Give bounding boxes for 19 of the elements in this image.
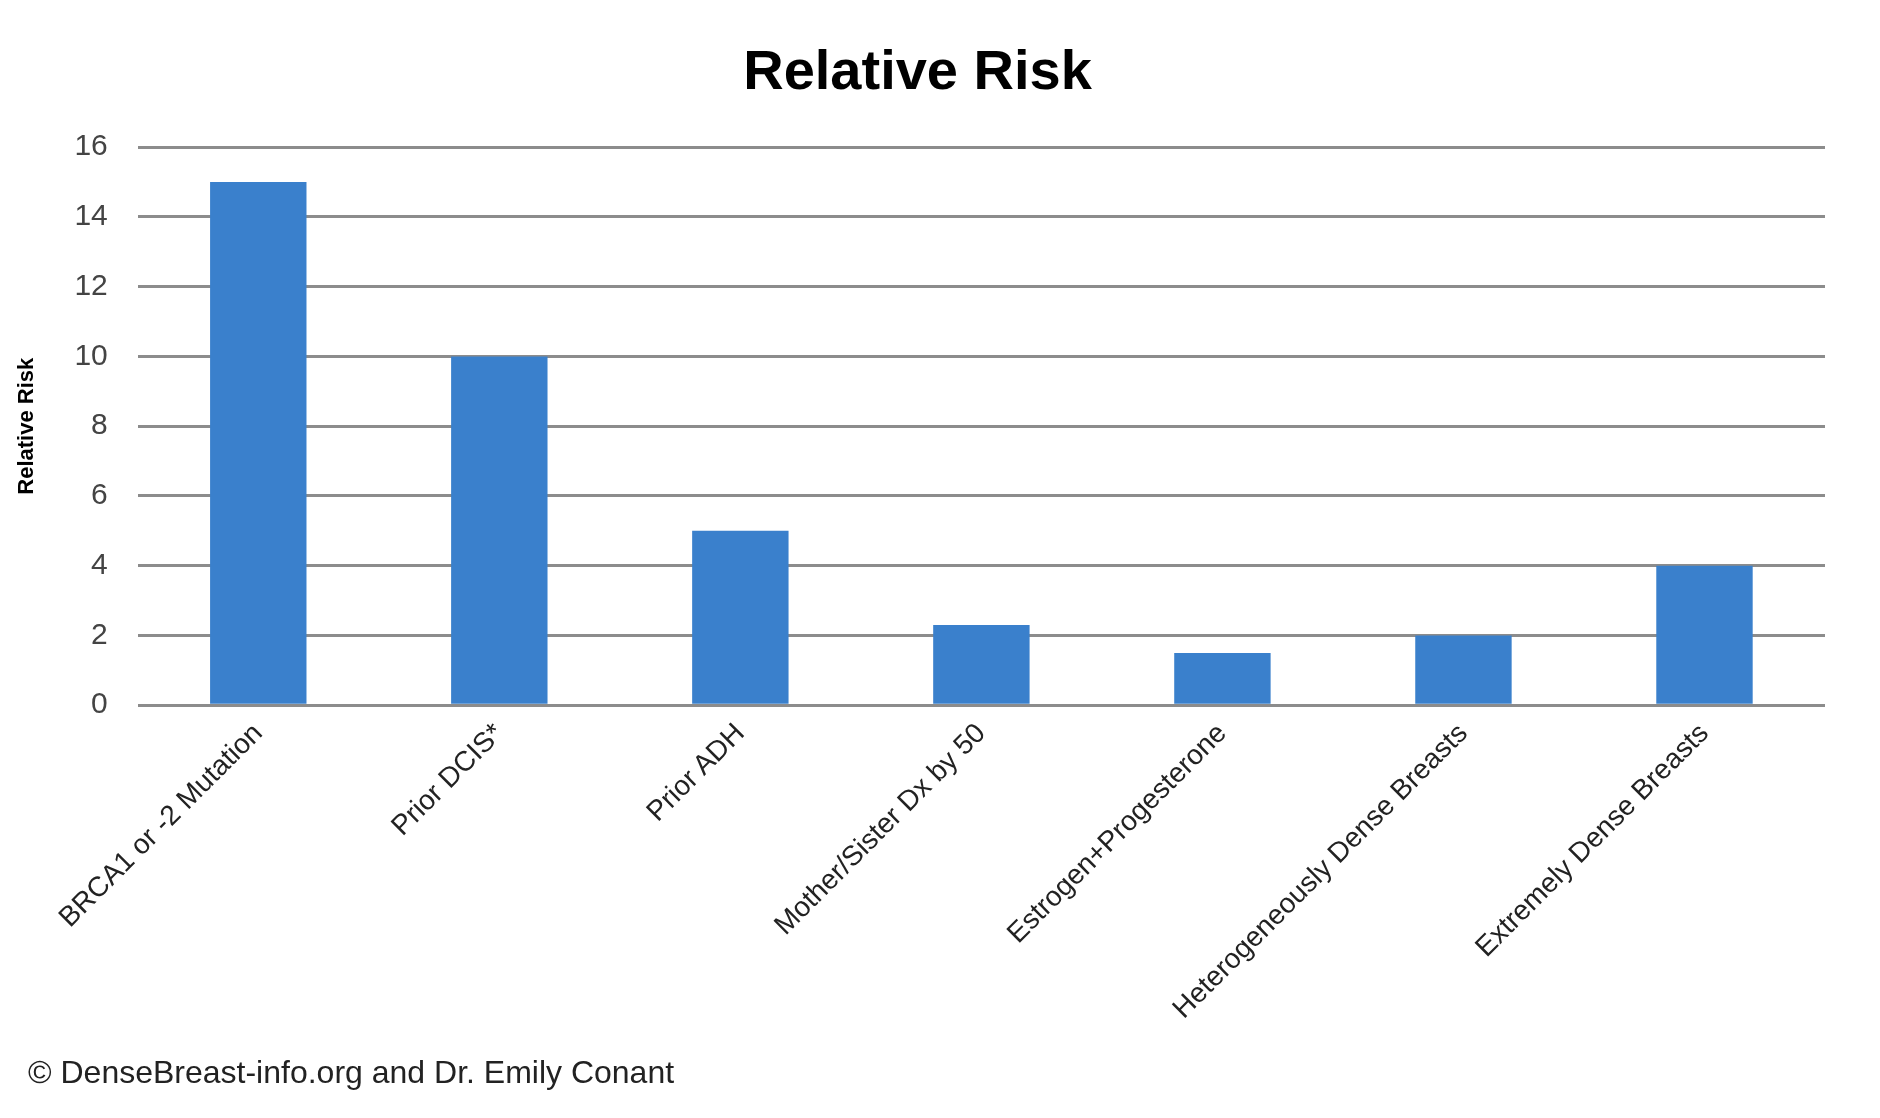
y-tick-label: 8 [91,407,108,441]
y-tick-label: 4 [91,546,108,580]
bar [1415,635,1512,704]
y-tick-label: 12 [74,267,108,301]
bar [210,182,307,704]
chart-title: Relative Risk [743,38,1093,102]
y-axis-title: Relative Risk [13,356,39,495]
y-tick-label: 6 [91,477,108,511]
y-tick-label: 2 [91,616,108,650]
bar [451,356,548,704]
y-tick-label: 14 [74,198,108,232]
y-tick-label: 0 [91,686,108,720]
y-tick-label: 16 [74,128,108,162]
bar [1174,652,1271,704]
y-tick-label: 10 [74,337,108,371]
bar [692,530,789,704]
text: © DenseBreast-info.org and Dr. Emily Conant [28,1053,675,1090]
bar [1656,565,1753,704]
bar [933,624,1030,704]
